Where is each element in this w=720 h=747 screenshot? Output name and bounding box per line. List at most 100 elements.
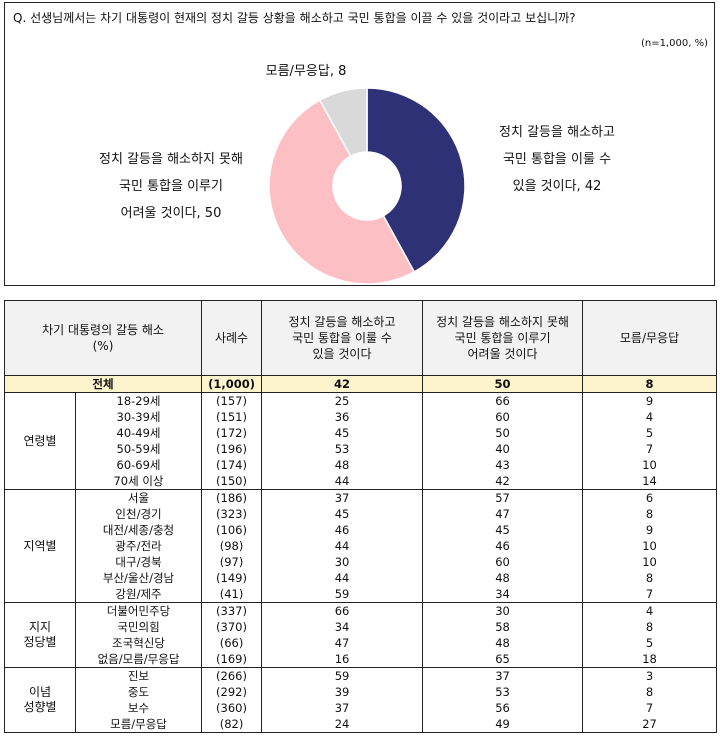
row-n: (106) xyxy=(201,522,263,538)
row-n: (172) xyxy=(201,425,263,441)
group-label: 지역별 xyxy=(4,489,76,603)
total-value: 8 xyxy=(582,375,718,393)
row-label: 40-49세 xyxy=(74,425,203,441)
header-yes: 정치 갈등을 해소하고 국민 통합을 이룰 수 있을 것이다 xyxy=(261,300,424,376)
table-row: 연령별 18-29세 (157) 25 66 9 xyxy=(4,392,718,490)
row-label: 인천/경기 xyxy=(74,506,203,522)
row-value: 9 xyxy=(582,392,718,409)
row-value: 34 xyxy=(422,586,584,603)
row-n: (157) xyxy=(201,392,263,409)
row-value: 49 xyxy=(422,716,584,733)
slice-label-yes: 정치 갈등을 해소하고 국민 통합을 이룰 수 있을 것이다, 42 xyxy=(499,125,615,194)
row-label: 더불어민주당 xyxy=(74,602,203,619)
table-row: 40-49세 (172) 45 50 5 xyxy=(5,425,718,441)
row-value: 66 xyxy=(422,392,584,409)
header-dk: 모름/무응답 xyxy=(582,300,718,376)
row-value: 44 xyxy=(261,570,424,586)
table-row: 조국혁신당 (66) 47 48 5 xyxy=(5,635,718,651)
question-text: Q. 선생님께서는 차기 대통령이 현재의 정치 갈등 상황을 해소하고 국민 … xyxy=(13,11,576,25)
row-value: 40 xyxy=(422,441,584,457)
row-value: 48 xyxy=(261,457,424,473)
row-label: 부산/울산/경남 xyxy=(74,570,203,586)
total-value: 50 xyxy=(422,375,584,393)
row-value: 48 xyxy=(422,635,584,651)
row-value: 39 xyxy=(261,684,424,700)
table-row: 없음/모름/무응답 (169) 16 65 18 xyxy=(5,651,718,668)
group-label: 연령별 xyxy=(4,392,76,490)
total-n: (1,000) xyxy=(201,375,263,393)
row-n: (82) xyxy=(201,716,263,733)
row-value: 45 xyxy=(261,506,424,522)
row-label: 50-59세 xyxy=(74,441,203,457)
row-value: 5 xyxy=(582,635,718,651)
table-row: 인천/경기 (323) 45 47 8 xyxy=(5,506,718,522)
row-value: 48 xyxy=(422,570,584,586)
row-value: 25 xyxy=(261,392,424,409)
row-value: 46 xyxy=(422,538,584,554)
slice-no xyxy=(268,99,416,285)
row-n: (370) xyxy=(201,619,263,635)
row-n: (323) xyxy=(201,506,263,522)
table-row: 모름/무응답 (82) 24 49 27 xyxy=(5,716,718,733)
row-label: 대구/경북 xyxy=(74,554,203,570)
row-label: 30-39세 xyxy=(74,409,203,425)
row-value: 46 xyxy=(261,522,424,538)
row-value: 44 xyxy=(261,538,424,554)
table-row: 중도 (292) 39 53 8 xyxy=(5,684,718,700)
slice-yes xyxy=(366,87,466,273)
row-value: 37 xyxy=(422,667,584,684)
header-no: 정치 갈등을 해소하지 못해 국민 통합을 이루기 어려울 것이다 xyxy=(422,300,584,376)
row-value: 42 xyxy=(422,473,584,490)
row-value: 16 xyxy=(261,651,424,668)
row-label: 모름/무응답 xyxy=(74,716,203,733)
table-row: 부산/울산/경남 (149) 44 48 8 xyxy=(5,570,718,586)
row-n: (98) xyxy=(201,538,263,554)
row-n: (41) xyxy=(201,586,263,603)
row-n: (196) xyxy=(201,441,263,457)
table-header-row: 차기 대통령의 갈등 해소 (%) 사례수 정치 갈등을 해소하고 국민 통합을 이… xyxy=(3,300,718,376)
row-n: (360) xyxy=(201,700,263,716)
row-n: (337) xyxy=(201,602,263,619)
row-n: (97) xyxy=(201,554,263,570)
row-value: 56 xyxy=(422,700,584,716)
row-n: (169) xyxy=(201,651,263,668)
slice-dk xyxy=(318,87,368,158)
row-n: (150) xyxy=(201,473,263,490)
row-value: 4 xyxy=(582,409,718,425)
row-label: 광주/전라 xyxy=(74,538,203,554)
total-value: 42 xyxy=(261,375,424,393)
row-value: 24 xyxy=(261,716,424,733)
group-label: 지지 정당별 xyxy=(4,602,76,668)
crosstab-table: 차기 대통령의 갈등 해소 (%) 사례수 정치 갈등을 해소하고 국민 통합을 이… xyxy=(3,300,718,733)
table-row: 지지 정당별 더불어민주당 (337) 66 30 4 xyxy=(4,602,718,668)
row-value: 7 xyxy=(582,441,718,457)
slice-label-no: 정치 갈등을 해소하지 못해 국민 통합을 이루기 어려울 것이다, 50 xyxy=(99,152,243,221)
row-value: 7 xyxy=(582,700,718,716)
row-value: 8 xyxy=(582,506,718,522)
row-label: 18-29세 xyxy=(74,392,203,409)
row-label: 진보 xyxy=(74,667,203,684)
row-value: 8 xyxy=(582,619,718,635)
row-value: 10 xyxy=(582,457,718,473)
row-value: 57 xyxy=(422,489,584,506)
table-row: 광주/전라 (98) 44 46 10 xyxy=(5,538,718,554)
row-value: 43 xyxy=(422,457,584,473)
table-row: 이념 성향별 진보 (266) 59 37 3 xyxy=(4,667,718,733)
row-n: (266) xyxy=(201,667,263,684)
row-label: 보수 xyxy=(74,700,203,716)
chart-panel: Q. 선생님께서는 차기 대통령이 현재의 정치 갈등 상황을 해소하고 국민 … xyxy=(4,2,715,286)
row-value: 36 xyxy=(261,409,424,425)
row-n: (174) xyxy=(201,457,263,473)
row-value: 37 xyxy=(261,489,424,506)
table-row: 지역별 서울 (186) 37 57 6 xyxy=(4,489,718,603)
row-value: 30 xyxy=(422,602,584,619)
row-value: 44 xyxy=(261,473,424,490)
row-value: 10 xyxy=(582,554,718,570)
row-value: 45 xyxy=(261,425,424,441)
row-value: 6 xyxy=(582,489,718,506)
table-row: 50-59세 (196) 53 40 7 xyxy=(5,441,718,457)
row-label: 대전/세종/충청 xyxy=(74,522,203,538)
row-value: 30 xyxy=(261,554,424,570)
row-n: (292) xyxy=(201,684,263,700)
row-value: 47 xyxy=(422,506,584,522)
